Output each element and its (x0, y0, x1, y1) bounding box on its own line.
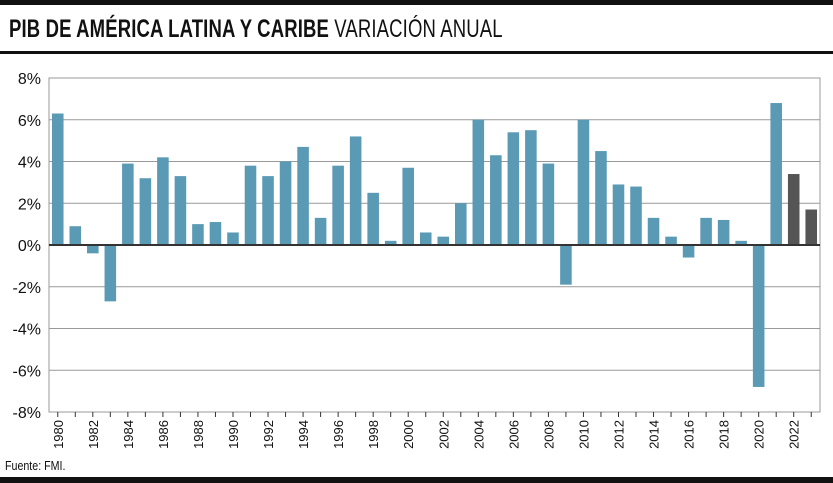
bar-1981 (69, 226, 82, 245)
y-tick-label: -2% (13, 280, 41, 297)
bar-2007 (525, 130, 537, 245)
x-tick-label: 2014 (647, 420, 662, 449)
bar-1994 (297, 146, 309, 245)
bottom-rule (0, 477, 833, 483)
x-tick-label: 1980 (51, 420, 66, 449)
bar-1985 (139, 178, 152, 245)
bar-2015 (665, 236, 677, 245)
bar-2017 (700, 217, 712, 245)
bar-2018 (717, 219, 730, 245)
x-tick-label: 2022 (787, 420, 802, 449)
x-tick-label: 2004 (471, 420, 486, 449)
bar-2001 (419, 232, 432, 245)
bar-2004 (472, 119, 485, 245)
y-axis: 8% 6% 4% 2% 0% -2% -4% -6% -8% (13, 71, 41, 422)
bar-1982 (87, 245, 99, 254)
bar-2011 (595, 151, 607, 245)
bar-1996 (332, 165, 344, 245)
x-tick-label: 1990 (226, 420, 241, 449)
bar-2003 (455, 203, 467, 245)
x-tick-label: 1988 (191, 420, 206, 449)
x-tick-label: 1996 (331, 420, 346, 449)
bars (51, 103, 818, 387)
bar-1989 (209, 222, 222, 245)
y-tick-label: -8% (13, 405, 41, 422)
y-tick-label: 2% (18, 196, 41, 213)
x-tick-label: 2000 (401, 420, 416, 449)
x-tick-label: 1984 (121, 420, 136, 449)
bar-2021 (770, 103, 782, 245)
bar-2019 (735, 240, 747, 245)
bar-2023 (805, 209, 818, 245)
bar-1993 (279, 161, 292, 245)
y-tick-label: 4% (18, 155, 41, 172)
source-note: Fuente: FMI. (5, 458, 66, 473)
x-tick-label: 1986 (156, 420, 171, 449)
x-tick-label: 2016 (682, 420, 697, 449)
chart-title-main: PIB DE AMÉRICA LATINA Y CARIBE (9, 15, 329, 43)
bar-1991 (244, 165, 257, 245)
bar-1987 (174, 176, 187, 245)
bar-2002 (437, 236, 450, 245)
x-tick-label: 2006 (506, 420, 521, 449)
chart-title-sub: VARIACIÓN ANUAL (334, 15, 503, 43)
y-tick-label: 8% (18, 71, 41, 88)
x-tick-label: 2008 (541, 420, 556, 449)
bar-2008 (542, 163, 555, 245)
bar-2022 (787, 174, 800, 245)
y-tick-label: 0% (18, 238, 41, 255)
bar-1999 (384, 240, 397, 245)
bar-2016 (682, 245, 695, 258)
bar-1986 (157, 157, 169, 245)
bar-1998 (367, 192, 379, 245)
bar-2006 (507, 132, 520, 245)
x-tick-label: 2012 (611, 420, 626, 449)
bar-2005 (490, 155, 502, 245)
x-tick-label: 1992 (261, 420, 276, 449)
bar-1990 (227, 232, 239, 245)
x-tick-label: 2020 (752, 420, 767, 449)
x-tick-label: 2010 (576, 420, 591, 449)
bar-1988 (192, 224, 204, 245)
x-tick-label: 1994 (296, 420, 311, 449)
bar-2013 (630, 186, 642, 245)
x-axis: 1980 1982 1984 1986 1988 1990 1992 1994 1996 1998… (51, 412, 812, 449)
chart-title: PIB DE AMÉRICA LATINA Y CARIBE VARIACIÓN… (9, 14, 503, 44)
bar-2010 (577, 119, 590, 245)
x-tick-label: 2018 (717, 420, 732, 449)
y-tick-label: 6% (18, 113, 41, 130)
top-rule (0, 0, 833, 5)
bar-1997 (349, 136, 362, 245)
bar-2000 (402, 167, 414, 245)
bar-1984 (122, 163, 134, 245)
y-tick-label: -4% (13, 322, 41, 339)
x-tick-label: 2002 (436, 420, 451, 449)
bar-2009 (560, 245, 572, 285)
gdp-bar-chart: 8%6%4%2%0%-2%-4%-6%-8% 1980 1982 1984 1986 1… (13, 71, 821, 449)
bar-1983 (104, 245, 117, 302)
bar-1992 (262, 176, 274, 245)
bar-2014 (647, 217, 660, 245)
header-rule (0, 51, 833, 54)
x-tick-label: 1998 (366, 420, 381, 449)
bar-1980 (51, 113, 64, 245)
bar-2020 (752, 245, 765, 387)
bar-2012 (612, 184, 625, 245)
y-tick-label: -6% (13, 363, 41, 380)
bar-1995 (314, 217, 327, 245)
x-tick-label: 1982 (86, 420, 101, 449)
